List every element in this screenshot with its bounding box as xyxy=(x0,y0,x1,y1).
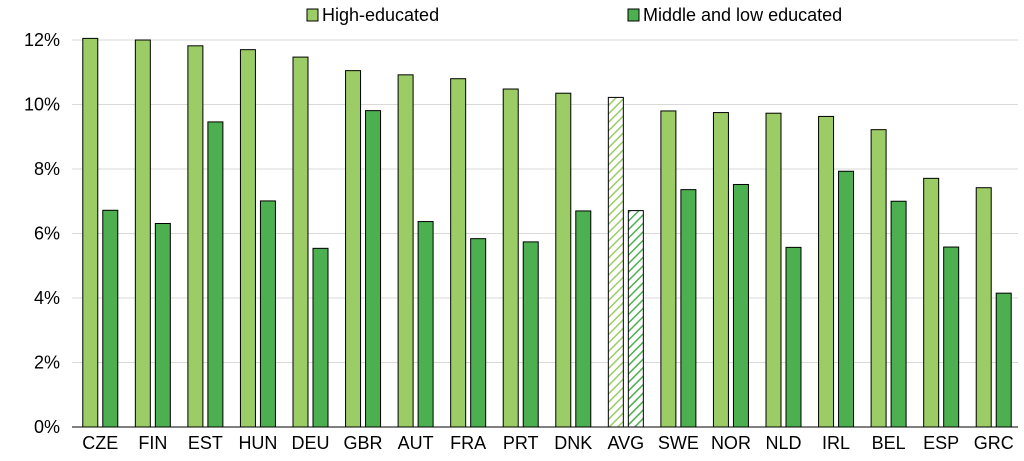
legend-swatch xyxy=(627,8,640,22)
y-tick-label: 12% xyxy=(24,30,60,50)
x-category-label: CZE xyxy=(82,433,118,453)
x-category-label: FIN xyxy=(138,433,167,453)
gridlines xyxy=(72,39,1018,363)
bar-nor-middle-low-educated xyxy=(732,183,749,428)
bar-prt-middle-low-educated xyxy=(522,241,539,428)
y-tick-label: 10% xyxy=(24,95,60,115)
bar-hun-middle-low-educated xyxy=(259,200,276,428)
bar-aut-middle-low-educated xyxy=(417,221,434,428)
x-axis-category-labels: CZE FIN EST HUN DEU GBR AUT FRA PRT DNK AVG SWE NOR N… xyxy=(82,433,1013,453)
bar-fin-middle-low-educated xyxy=(154,223,171,428)
y-tick-label: 8% xyxy=(34,159,60,179)
bar-irl-high-educated xyxy=(818,115,835,428)
x-category-label: FRA xyxy=(450,433,486,453)
y-tick-label: 6% xyxy=(34,224,60,244)
bar-aut-high-educated xyxy=(397,74,414,428)
legend-swatch xyxy=(306,8,319,22)
x-category-label: GBR xyxy=(344,433,383,453)
bar-avg-high-educated xyxy=(607,96,624,428)
x-category-label: NLD xyxy=(765,433,801,453)
legend: High-educated Middle and low educated xyxy=(306,5,842,25)
bar-deu-high-educated xyxy=(292,56,309,428)
bar-grc-high-educated xyxy=(975,187,992,428)
bar-est-high-educated xyxy=(187,45,204,428)
legend-label: High-educated xyxy=(322,5,439,25)
bar-nld-high-educated xyxy=(765,112,782,428)
x-category-label: NOR xyxy=(711,433,751,453)
bar-fin-high-educated xyxy=(134,39,151,428)
bar-bel-high-educated xyxy=(870,129,887,428)
bar-fra-middle-low-educated xyxy=(470,238,487,428)
bar-cze-middle-low-educated xyxy=(102,209,119,428)
x-category-label: BEL xyxy=(872,433,906,453)
x-category-label: DNK xyxy=(554,433,592,453)
bar-grc-middle-low-educated xyxy=(995,292,1012,428)
bar-cze-high-educated xyxy=(82,37,99,428)
y-tick-label: 4% xyxy=(34,288,60,308)
bar-swe-middle-low-educated xyxy=(680,189,697,428)
x-category-label: HUN xyxy=(238,433,277,453)
bar-prt-high-educated xyxy=(502,88,519,428)
legend-label: Middle and low educated xyxy=(643,5,842,25)
bar-hun-high-educated xyxy=(239,49,256,428)
bar-avg-middle-low-educated xyxy=(627,210,644,428)
bars xyxy=(82,37,1012,428)
bar-esp-middle-low-educated xyxy=(943,246,960,428)
x-category-label: DEU xyxy=(291,433,329,453)
y-axis-tick-labels: 0% 2% 4% 6% 8% 10% 12% xyxy=(24,30,60,437)
x-category-label: AUT xyxy=(398,433,434,453)
bar-esp-high-educated xyxy=(923,177,940,428)
bar-nor-high-educated xyxy=(712,112,729,428)
bar-deu-middle-low-educated xyxy=(312,247,329,428)
bar-gbr-high-educated xyxy=(345,70,362,428)
bar-dnk-high-educated xyxy=(555,92,572,428)
x-category-label: GRC xyxy=(974,433,1014,453)
bar-est-middle-low-educated xyxy=(207,121,224,428)
x-category-label: PRT xyxy=(503,433,539,453)
bar-bel-middle-low-educated xyxy=(890,200,907,428)
bar-swe-high-educated xyxy=(660,110,677,428)
bar-irl-middle-low-educated xyxy=(838,170,855,428)
x-category-label: IRL xyxy=(822,433,850,453)
bar-gbr-middle-low-educated xyxy=(365,110,382,428)
bar-dnk-middle-low-educated xyxy=(575,210,592,428)
y-tick-label: 2% xyxy=(34,353,60,373)
y-tick-label: 0% xyxy=(34,417,60,437)
x-category-label: AVG xyxy=(607,433,644,453)
bar-nld-middle-low-educated xyxy=(785,246,802,428)
bar-fra-high-educated xyxy=(450,78,467,428)
x-category-label: EST xyxy=(188,433,223,453)
x-category-label: ESP xyxy=(923,433,959,453)
x-category-label: SWE xyxy=(658,433,699,453)
